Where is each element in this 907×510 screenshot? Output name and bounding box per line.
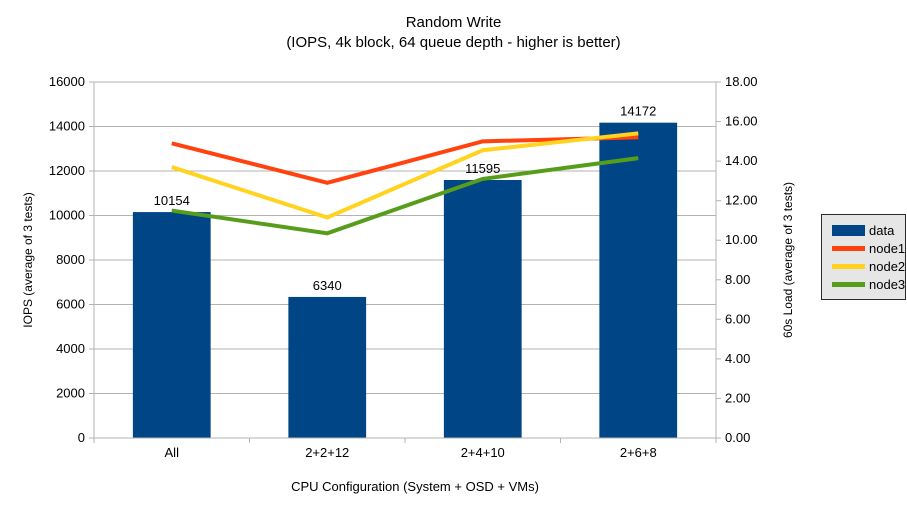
legend-label: data [869,222,895,238]
legend: data node1 node2 node3 [821,214,906,300]
legend-swatch-node2 [832,263,865,269]
bar-value-label: 6340 [313,278,342,293]
legend-label: node3 [869,276,906,292]
x-category-label: All [165,445,180,460]
chart-subtitle: (IOPS, 4k block, 64 queue depth - higher… [286,34,621,51]
legend-label: node2 [869,258,906,274]
x-category-label: 2+2+12 [305,445,349,460]
left-tick-label: 12000 [49,163,85,178]
legend-item-node2: node2 [832,259,905,274]
chart-title: Random Write [405,14,502,31]
legend-item-data: data [832,222,899,238]
bar-value-label: 14172 [620,104,656,119]
left-tick-label: 2000 [56,386,85,401]
legend-swatch-data [832,224,865,236]
bar-2+4+10 [443,180,522,439]
labels: 0 2000 4000 6000 8000 10000 12000 14000 16000 0.0… [49,74,758,460]
right-axis-title: 60s Load (average of 3 tests) [781,182,795,338]
x-axis-title: CPU Configuration (System + OSD + VMs) [291,479,539,494]
left-tick-label: 6000 [56,297,85,312]
bar-series [132,122,678,439]
right-tick-label: 10.00 [725,232,758,247]
right-tick-label: 4.00 [725,351,750,366]
right-tick-label: 16.00 [725,114,758,129]
right-tick-label: 2.00 [725,390,750,405]
legend-item-node3: node3 [832,277,905,292]
line-series [171,131,639,236]
legend-swatch-node3 [832,281,865,287]
right-tick-label: 14.00 [725,153,758,168]
left-tick-label: 10000 [49,208,85,223]
right-tick-label: 12.00 [725,193,758,208]
left-tick-label: 8000 [56,252,85,267]
left-tick-label: 14000 [49,119,85,134]
bar-value-label: 11595 [465,161,500,176]
left-axis-title: IOPS (average of 3 tests) [21,192,35,327]
axes [89,81,721,443]
right-tick-label: 8.00 [725,272,750,287]
legend-swatch-node1 [832,245,865,251]
x-category-label: 2+4+10 [461,445,505,460]
line-node3 [171,156,639,236]
x-category-label: 2+6+8 [620,445,657,460]
bar-2+6+8 [599,122,678,438]
bar-2+2+12 [288,296,367,438]
right-tick-label: 18.00 [725,74,758,89]
line-node1 [171,135,639,185]
bar-All [132,212,211,438]
bar-value-label: 10154 [154,193,190,208]
legend-label: node1 [869,240,906,256]
left-tick-label: 16000 [49,74,85,89]
right-tick-label: 6.00 [725,311,750,326]
left-tick-label: 4000 [56,341,85,356]
line-node2 [171,131,639,220]
left-tick-label: 0 [78,430,85,445]
legend-item-node1: node1 [832,241,905,256]
right-tick-label: 0.00 [725,430,750,445]
